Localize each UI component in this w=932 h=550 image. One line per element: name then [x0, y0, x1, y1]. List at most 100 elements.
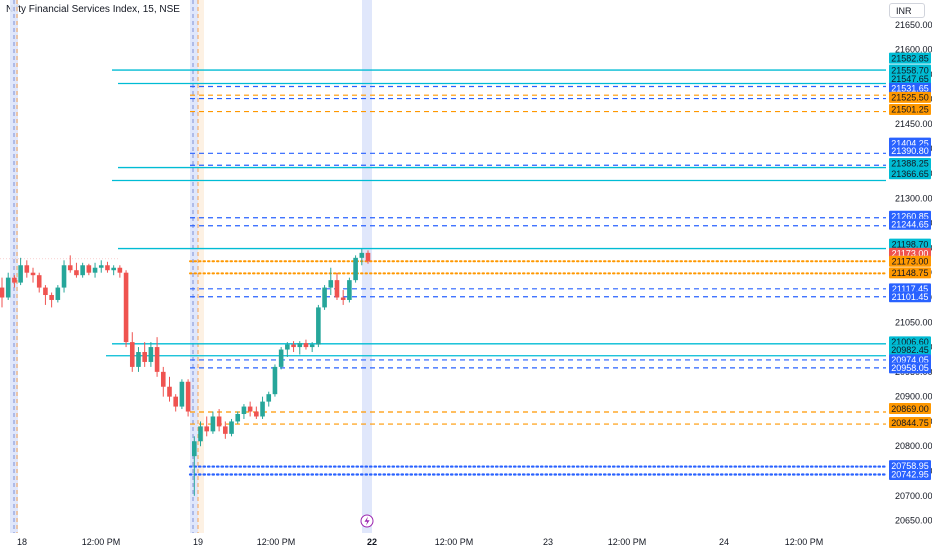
- price-badge: 20844.75: [889, 417, 931, 429]
- price-badge-text: 20958.05: [891, 363, 929, 373]
- candle-body: [61, 265, 67, 288]
- candle-body: [353, 257, 358, 281]
- candle-body: [309, 344, 315, 348]
- candle-body: [179, 381, 185, 407]
- candle: [316, 304, 321, 348]
- candle-body: [241, 406, 247, 415]
- price-badge-text: 21501.25: [891, 105, 929, 115]
- price-badge: 21173.00: [889, 255, 931, 267]
- candle: [173, 394, 178, 412]
- price-tick-label: 20700.00: [895, 491, 932, 501]
- candle: [36, 272, 42, 293]
- candle-body: [340, 297, 346, 300]
- price-badge-bg: [889, 103, 931, 115]
- candle-body: [254, 411, 259, 417]
- price-badge-text: 21148.75: [892, 268, 929, 278]
- candle-body: [229, 421, 234, 434]
- currency-selector[interactable]: INR: [889, 3, 925, 18]
- time-tick-label: 22: [367, 537, 377, 547]
- candle-body: [297, 343, 303, 348]
- candle: [247, 401, 253, 417]
- candle-body: [18, 265, 23, 283]
- chart-title: Nifty Financial Services Index, 15, NSE: [6, 4, 180, 15]
- candle-body: [359, 252, 365, 258]
- price-badge-text: 21390.80: [891, 146, 929, 156]
- price-tick-label: 21450.00: [895, 119, 932, 129]
- candle-body: [49, 295, 54, 300]
- candle: [185, 379, 191, 417]
- price-badge-bg: [889, 145, 931, 157]
- candle: [235, 411, 241, 424]
- candle-body: [36, 275, 42, 288]
- candle: [111, 265, 116, 276]
- candle: [117, 265, 123, 278]
- candle: [204, 416, 210, 437]
- candle: [198, 421, 203, 447]
- candle: [241, 404, 247, 419]
- candle-body: [74, 270, 79, 276]
- candle: [80, 262, 85, 278]
- candle-body: [30, 272, 36, 276]
- price-badge: 21531.65: [889, 82, 931, 94]
- candle: [272, 364, 278, 397]
- price-badge-text: 21366.65: [891, 169, 929, 179]
- candle: [61, 260, 67, 293]
- candle: [179, 379, 185, 410]
- time-tick-label: 24: [719, 537, 729, 547]
- price-tick-label: 20650.00: [895, 516, 932, 526]
- price-badge-bg: [889, 91, 931, 103]
- price-badge-text: 21531.65: [891, 83, 929, 93]
- level-lines: [106, 69, 888, 476]
- candle-body: [111, 267, 116, 271]
- time-tick-label: 18: [17, 537, 27, 547]
- candle: [136, 347, 141, 372]
- candle: [223, 421, 228, 439]
- candle-body: [192, 441, 197, 457]
- candle: [340, 290, 346, 305]
- candle-body: [105, 265, 110, 271]
- candle: [266, 391, 272, 407]
- candle: [86, 263, 92, 276]
- price-badge-text: 20742.95: [891, 470, 929, 480]
- candle-body: [291, 344, 296, 348]
- time-tick-label: 12:00 PM: [82, 537, 121, 547]
- candle-body: [142, 352, 147, 362]
- session-highlight-band: [190, 0, 198, 533]
- candle-body: [67, 265, 73, 271]
- candle: [278, 347, 284, 370]
- candle: [347, 277, 352, 303]
- candle-body: [278, 349, 284, 367]
- price-badge-text: 21547.65: [891, 74, 929, 84]
- candle: [142, 342, 147, 367]
- candle-body: [316, 307, 321, 345]
- event-markers[interactable]: [360, 514, 374, 528]
- candle-body: [334, 280, 340, 298]
- price-badge: 21547.65: [889, 73, 931, 85]
- candle: [254, 406, 259, 419]
- price-badge: 20742.95: [889, 469, 931, 481]
- price-badge-bg: [889, 73, 931, 85]
- candle: [210, 411, 216, 434]
- price-badge-text: 21101.45: [892, 292, 929, 302]
- candle: [55, 285, 61, 303]
- candle-body: [322, 287, 327, 308]
- lightning-icon[interactable]: [360, 514, 374, 528]
- price-badge: 21501.25: [889, 103, 931, 115]
- price-badge: 21525.50: [889, 91, 931, 103]
- candle: [12, 275, 17, 288]
- candle: [309, 342, 315, 353]
- candle: [291, 341, 296, 353]
- background-layer: [0, 0, 372, 533]
- price-tick-label: 20900.00: [895, 392, 932, 402]
- candle: [334, 272, 340, 300]
- price-badge-text: 20844.75: [891, 418, 929, 428]
- candle: [160, 366, 166, 397]
- candle-body: [123, 272, 129, 343]
- price-badge-text: 21525.50: [891, 93, 929, 103]
- price-badge-text: 21582.85: [891, 53, 929, 63]
- price-tick-label: 21600.00: [895, 45, 932, 55]
- candle-body: [86, 265, 92, 273]
- candle-body: [92, 267, 98, 273]
- candle: [67, 255, 73, 273]
